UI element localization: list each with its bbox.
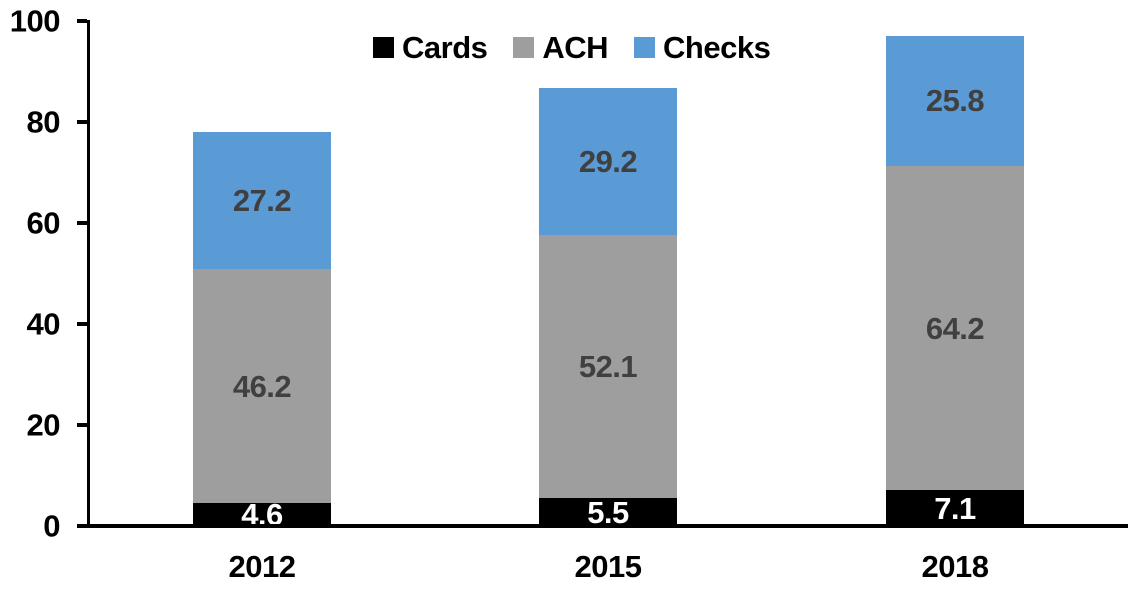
bar-segment-checks-2015: 29.2 xyxy=(539,87,677,236)
legend-label: Cards xyxy=(402,30,488,65)
category-label-2012: 2012 xyxy=(228,549,296,584)
legend-swatch-cards-icon xyxy=(373,37,394,58)
legend-item-checks: Checks xyxy=(634,30,771,65)
bar-value-label: 25.8 xyxy=(925,83,985,119)
y-axis-tick xyxy=(77,322,87,326)
legend-item-cards: Cards xyxy=(373,30,488,65)
y-axis-tick-label: 80 xyxy=(26,104,61,140)
legend-label: ACH xyxy=(542,30,609,65)
bar-segment-ach-2015: 52.1 xyxy=(539,235,677,499)
chart-legend: Cards ACH Checks xyxy=(373,30,771,65)
y-axis-tick-label: 60 xyxy=(26,205,61,241)
y-axis-tick xyxy=(77,221,87,225)
bar-value-label: 52.1 xyxy=(578,349,638,385)
legend-item-ach: ACH xyxy=(513,30,609,65)
category-label-2015: 2015 xyxy=(574,549,642,584)
bar-value-label: 46.2 xyxy=(232,368,292,404)
bar-segment-checks-2012: 27.2 xyxy=(193,132,331,270)
y-axis-tick xyxy=(77,423,87,427)
bar-segment-ach-2018: 64.2 xyxy=(886,165,1024,491)
y-axis-tick-label: 40 xyxy=(26,306,61,342)
y-axis-tick xyxy=(77,524,87,528)
x-axis-line xyxy=(87,524,1128,528)
bar-segment-checks-2018: 25.8 xyxy=(886,35,1024,166)
category-label-2018: 2018 xyxy=(921,549,989,584)
legend-swatch-ach-icon xyxy=(513,37,535,58)
bar-segment-cards-2015: 5.5 xyxy=(539,494,677,530)
bar-segment-ach-2012: 46.2 xyxy=(193,269,331,503)
bar-value-label: 64.2 xyxy=(925,310,985,346)
bar-segment-cards-2018: 7.1 xyxy=(886,490,1024,526)
bar-segment-cards-2012: 4.6 xyxy=(193,499,331,530)
bar-value-label: 29.2 xyxy=(578,143,638,179)
y-axis-line xyxy=(87,20,90,528)
y-axis-tick xyxy=(77,120,87,124)
y-axis-tick-label: 100 xyxy=(9,3,61,39)
bar-value-label: 27.2 xyxy=(232,183,292,219)
legend-label: Checks xyxy=(663,30,771,65)
y-axis-tick-label: 20 xyxy=(26,407,61,443)
bar-value-label: 5.5 xyxy=(587,494,629,530)
bar-value-label: 7.1 xyxy=(934,490,976,526)
legend-swatch-checks-icon xyxy=(634,37,656,58)
y-axis-tick xyxy=(77,19,87,23)
y-axis-tick-label: 0 xyxy=(43,508,60,544)
